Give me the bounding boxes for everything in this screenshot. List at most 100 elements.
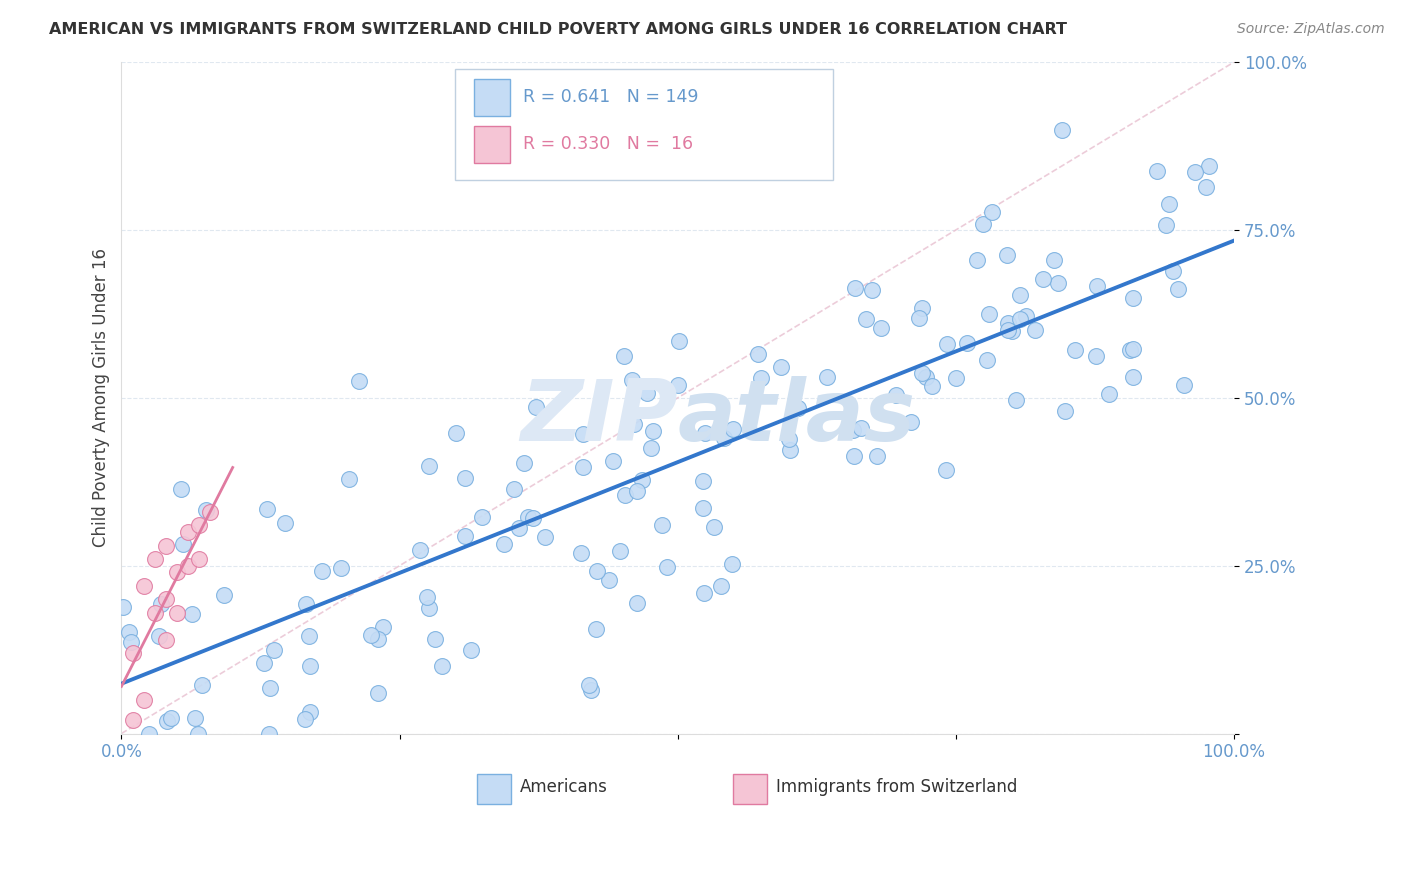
Point [870, 320, 893, 334]
Point [630, 473, 652, 487]
Point [911, 301, 934, 315]
Point [274, 516, 297, 531]
Point [132, 693, 155, 707]
Point [598, 573, 620, 587]
Point [415, 590, 437, 604]
Point [1195, 179, 1218, 194]
Point [1054, 403, 1077, 417]
Point [298, 659, 321, 673]
Point [371, 620, 394, 634]
Point [143, 552, 166, 566]
Point [884, 388, 907, 402]
Point [621, 373, 644, 387]
Point [614, 487, 637, 501]
Point [703, 520, 725, 534]
Point [1173, 378, 1195, 392]
Point [1024, 323, 1046, 337]
Point [330, 560, 353, 574]
Point [1084, 349, 1107, 363]
Point [578, 678, 600, 692]
Point [1010, 288, 1032, 302]
Point [640, 441, 662, 455]
Point [471, 509, 494, 524]
Point [786, 401, 808, 415]
Point [1198, 159, 1220, 173]
Point [921, 379, 943, 393]
Point [657, 559, 679, 574]
FancyBboxPatch shape [474, 78, 510, 116]
Point [1122, 292, 1144, 306]
Point [160, 711, 183, 725]
Point [177, 558, 200, 573]
Point [1154, 218, 1177, 232]
Point [256, 502, 278, 516]
Point [1032, 272, 1054, 286]
Point [641, 424, 664, 438]
Point [693, 425, 716, 440]
Point [692, 501, 714, 516]
Y-axis label: Child Poverty Among Girls Under 16: Child Poverty Among Girls Under 16 [93, 248, 110, 548]
Point [709, 579, 731, 593]
Point [976, 353, 998, 368]
Point [460, 642, 482, 657]
Point [508, 521, 530, 535]
Point [177, 525, 200, 540]
Text: Immigrants from Switzerland: Immigrants from Switzerland [776, 778, 1017, 797]
Point [172, 537, 194, 551]
Point [749, 371, 772, 385]
Point [188, 552, 211, 566]
Point [747, 347, 769, 361]
Point [148, 629, 170, 643]
Point [1122, 370, 1144, 384]
Point [311, 564, 333, 578]
Point [636, 386, 658, 401]
Point [866, 449, 889, 463]
Point [118, 624, 141, 639]
Point [418, 600, 440, 615]
Point [908, 310, 931, 325]
Point [347, 374, 370, 388]
Point [299, 705, 322, 719]
Point [522, 511, 544, 525]
FancyBboxPatch shape [456, 69, 834, 179]
Point [184, 711, 207, 725]
Text: AMERICAN VS IMMIGRANTS FROM SWITZERLAND CHILD POVERTY AMONG GIRLS UNDER 16 CORRE: AMERICAN VS IMMIGRANTS FROM SWITZERLAND … [49, 22, 1067, 37]
Point [138, 726, 160, 740]
Point [1184, 165, 1206, 179]
Point [517, 510, 540, 524]
Point [572, 460, 595, 475]
Point [586, 564, 609, 578]
Point [713, 431, 735, 445]
Point [1042, 252, 1064, 267]
Text: ZIP: ZIP [520, 376, 678, 459]
Point [609, 544, 631, 558]
FancyBboxPatch shape [474, 126, 510, 163]
Point [769, 360, 792, 375]
Point [1063, 343, 1085, 358]
Point [121, 646, 143, 660]
Point [572, 426, 595, 441]
Point [367, 632, 389, 646]
Point [693, 586, 716, 600]
Point [294, 712, 316, 726]
Text: Source: ZipAtlas.com: Source: ZipAtlas.com [1237, 22, 1385, 37]
Point [190, 678, 212, 692]
Point [1159, 196, 1181, 211]
Point [195, 503, 218, 517]
Point [263, 643, 285, 657]
Point [997, 248, 1019, 262]
Point [155, 632, 177, 647]
Point [444, 425, 467, 440]
FancyBboxPatch shape [734, 773, 766, 804]
Point [602, 454, 624, 468]
Point [844, 449, 866, 463]
Point [149, 597, 172, 611]
Point [1097, 386, 1119, 401]
Point [181, 607, 204, 621]
Point [454, 529, 477, 543]
Point [1004, 392, 1026, 407]
Point [692, 474, 714, 488]
Point [1161, 264, 1184, 278]
Point [155, 539, 177, 553]
Point [721, 422, 744, 436]
